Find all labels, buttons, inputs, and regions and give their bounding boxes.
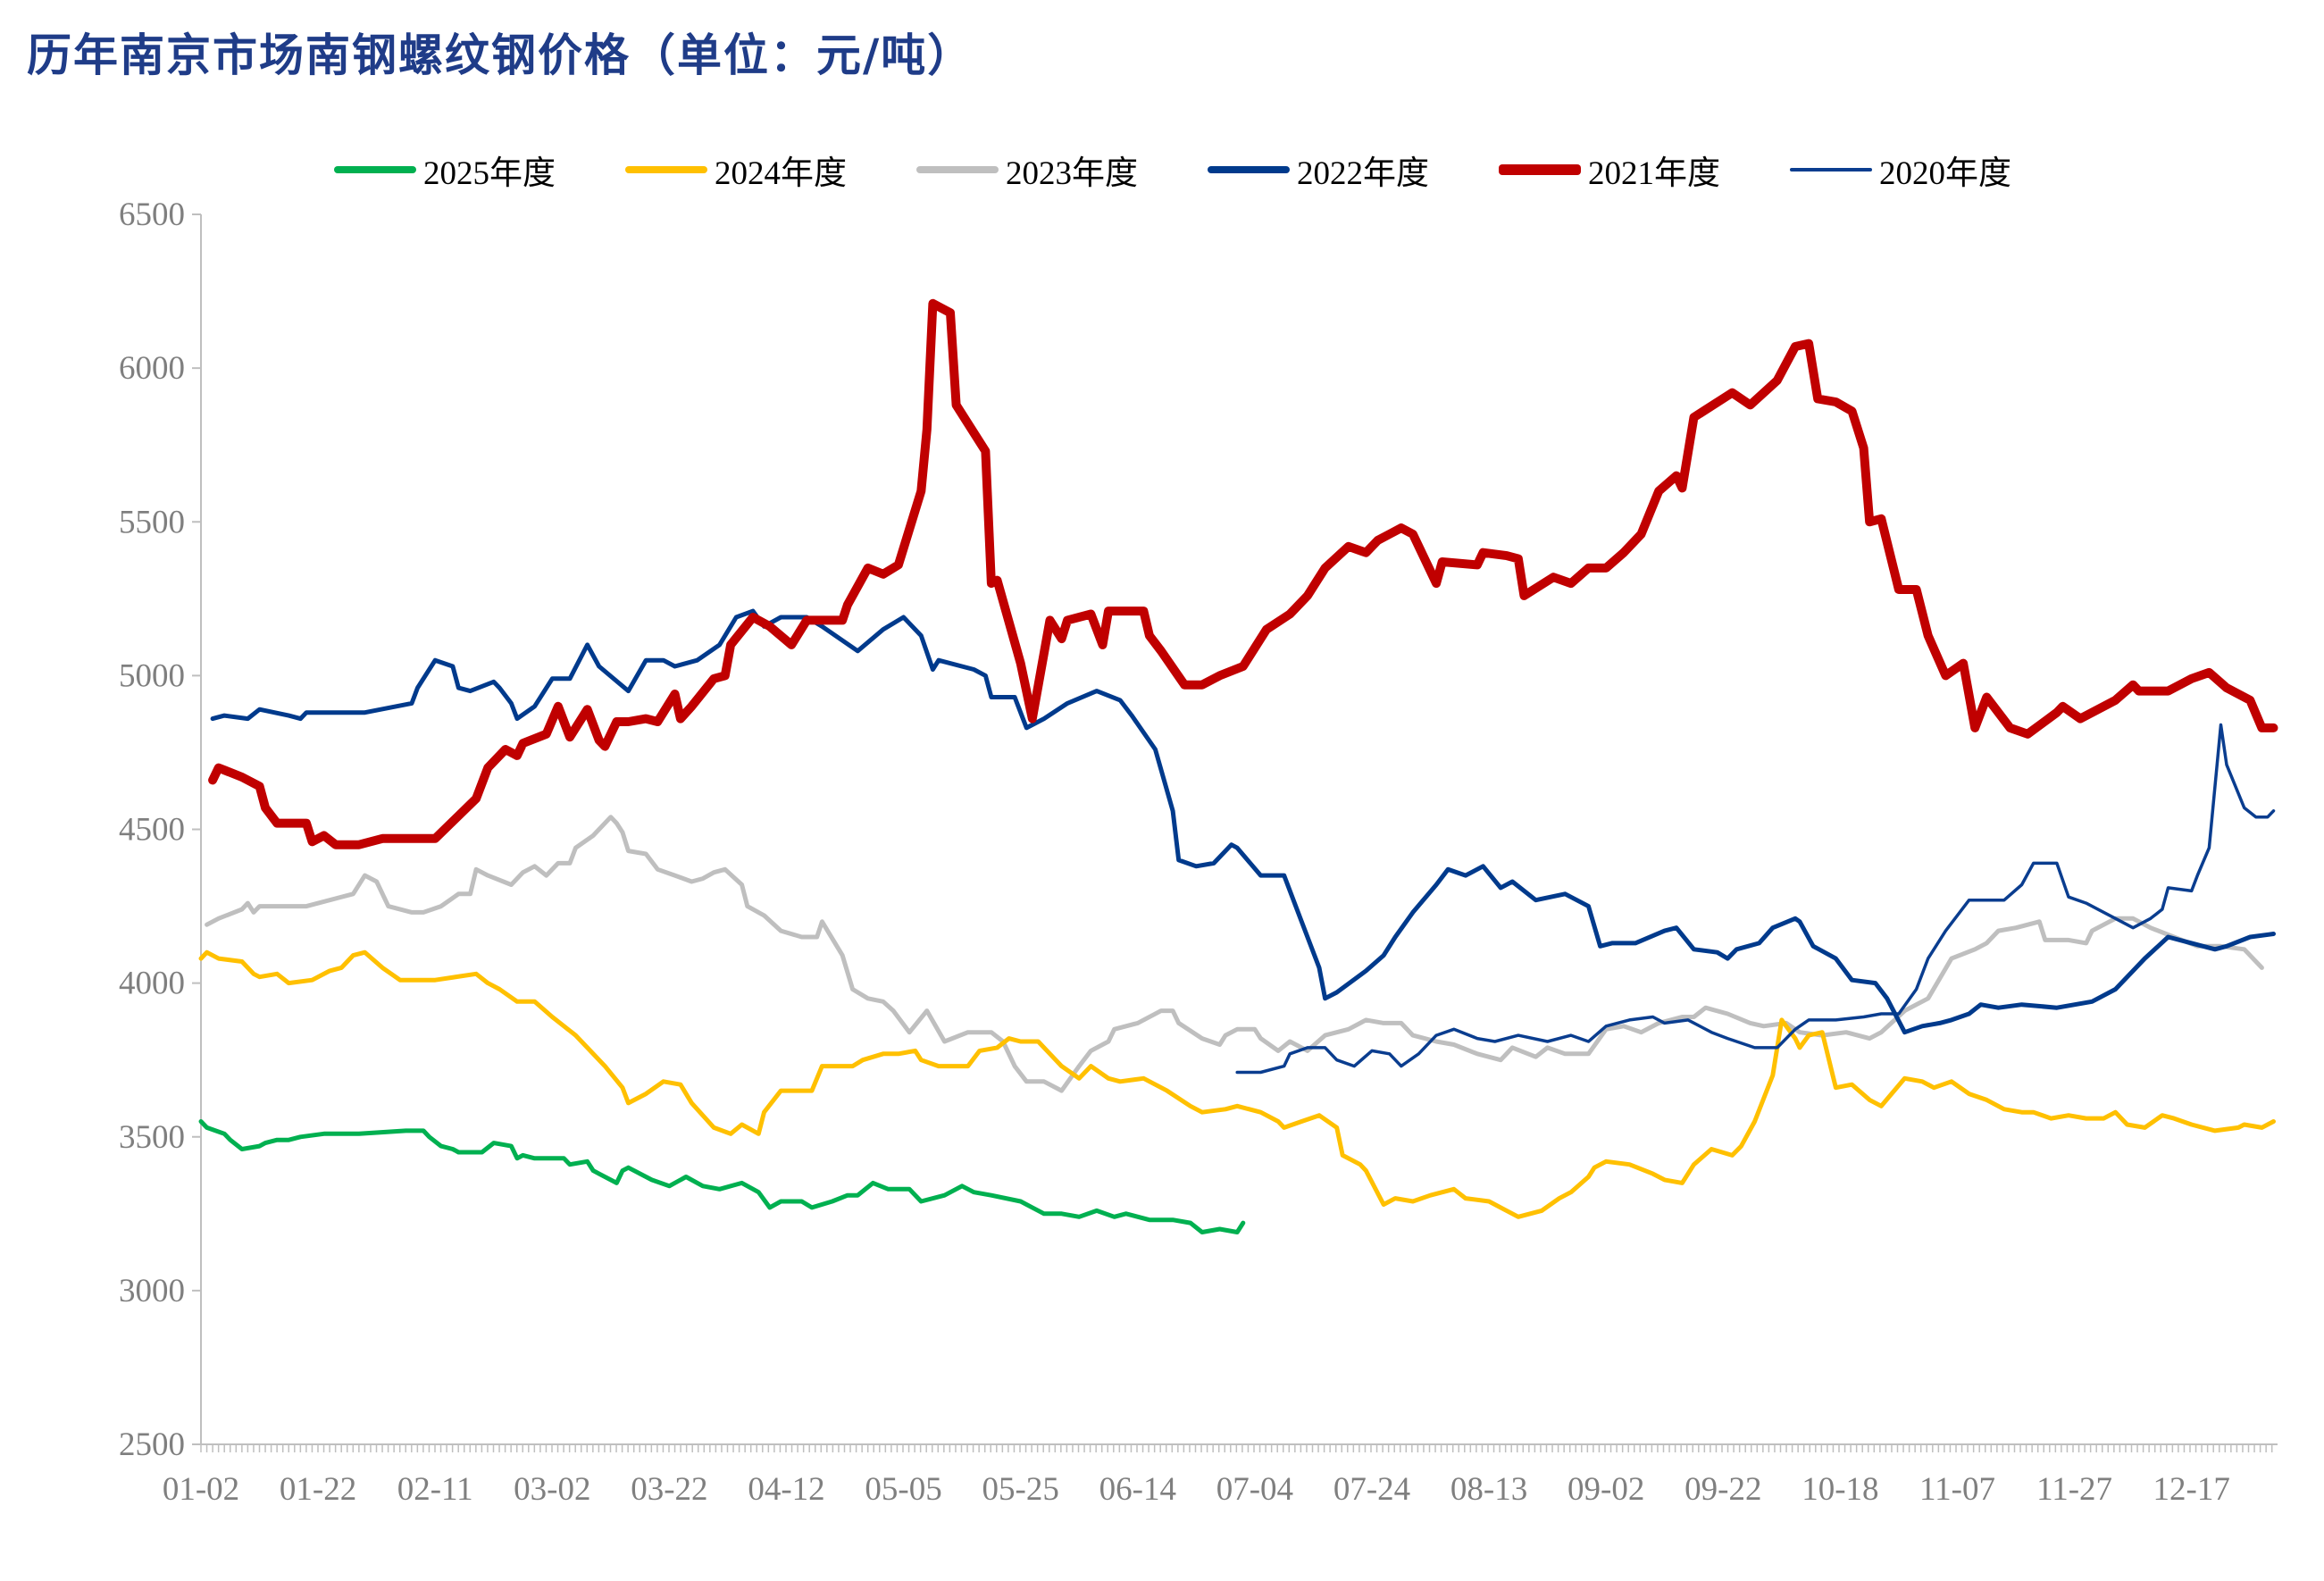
x-tick-label: 09-22 [1684, 1471, 1761, 1508]
series-line-2024 [198, 949, 2276, 1219]
legend-label-2024: 2024年度 [715, 155, 847, 192]
legend-label-2020: 2020年度 [1879, 155, 2011, 192]
y-tick-label: 4000 [119, 966, 185, 1002]
x-tick-label: 10-18 [1802, 1471, 1878, 1508]
y-tick-label: 3000 [119, 1273, 185, 1309]
chart-title: 历年南京市场南钢螺纹钢价格（单位：元/吨） [27, 29, 974, 81]
x-tick-label: 12-17 [2153, 1471, 2230, 1508]
x-tick-label: 05-25 [982, 1471, 1059, 1508]
series-line-2025 [198, 1119, 1246, 1234]
legend-item-2020: 2020年度 [1790, 147, 2011, 192]
series-line-2020 [1235, 723, 2276, 1075]
y-tick-label: 4500 [119, 812, 185, 849]
series-line-2021 [208, 298, 2278, 849]
x-tick-label: 11-07 [1919, 1471, 1995, 1508]
x-tick-label: 08-13 [1450, 1471, 1527, 1508]
x-tick-label: 07-24 [1333, 1471, 1410, 1508]
y-tick-label: 2500 [119, 1426, 185, 1463]
x-tick-label: 04-12 [748, 1471, 824, 1508]
series-line-2022 [210, 608, 2276, 1035]
legend-swatch-2020 [1790, 168, 1872, 171]
x-tick-label: 09-02 [1567, 1471, 1644, 1508]
y-tick-label: 3500 [119, 1119, 185, 1156]
legend-swatch-2024 [625, 166, 707, 173]
legend: 2025年度 2024年度 2023年度 2022年度 2021年度 2020年… [0, 147, 2324, 192]
legend-swatch-2025 [334, 166, 416, 173]
y-tick-label: 6000 [119, 350, 185, 387]
legend-label-2021: 2021年度 [1588, 155, 1720, 192]
x-tick-label: 07-04 [1216, 1471, 1293, 1508]
legend-item-2022: 2022年度 [1208, 147, 1429, 192]
legend-label-2023: 2023年度 [1006, 155, 1138, 192]
legend-item-2023: 2023年度 [916, 147, 1138, 192]
legend-swatch-2023 [916, 166, 999, 173]
y-tick-label: 5000 [119, 657, 185, 694]
x-tick-label: 02-11 [397, 1471, 473, 1508]
legend-swatch-2021 [1499, 164, 1581, 175]
y-tick-label: 5500 [119, 504, 185, 540]
legend-label-2025: 2025年度 [423, 155, 556, 192]
x-tick-label: 01-22 [280, 1471, 356, 1508]
legend-swatch-2022 [1208, 166, 1290, 173]
legend-label-2022: 2022年度 [1297, 155, 1429, 192]
x-tick-label: 06-14 [1099, 1471, 1176, 1508]
y-tick-label: 6500 [119, 197, 185, 233]
x-tick-label: 01-02 [163, 1471, 239, 1508]
legend-item-2021: 2021年度 [1499, 147, 1720, 192]
x-tick-label: 05-05 [865, 1471, 941, 1508]
x-tick-label: 11-27 [2036, 1471, 2112, 1508]
x-tick-label: 03-02 [514, 1471, 590, 1508]
legend-item-2025: 2025年度 [334, 147, 556, 192]
series-line-2023 [205, 815, 2264, 1093]
legend-item-2024: 2024年度 [625, 147, 847, 192]
x-tick-label: 03-22 [631, 1471, 707, 1508]
